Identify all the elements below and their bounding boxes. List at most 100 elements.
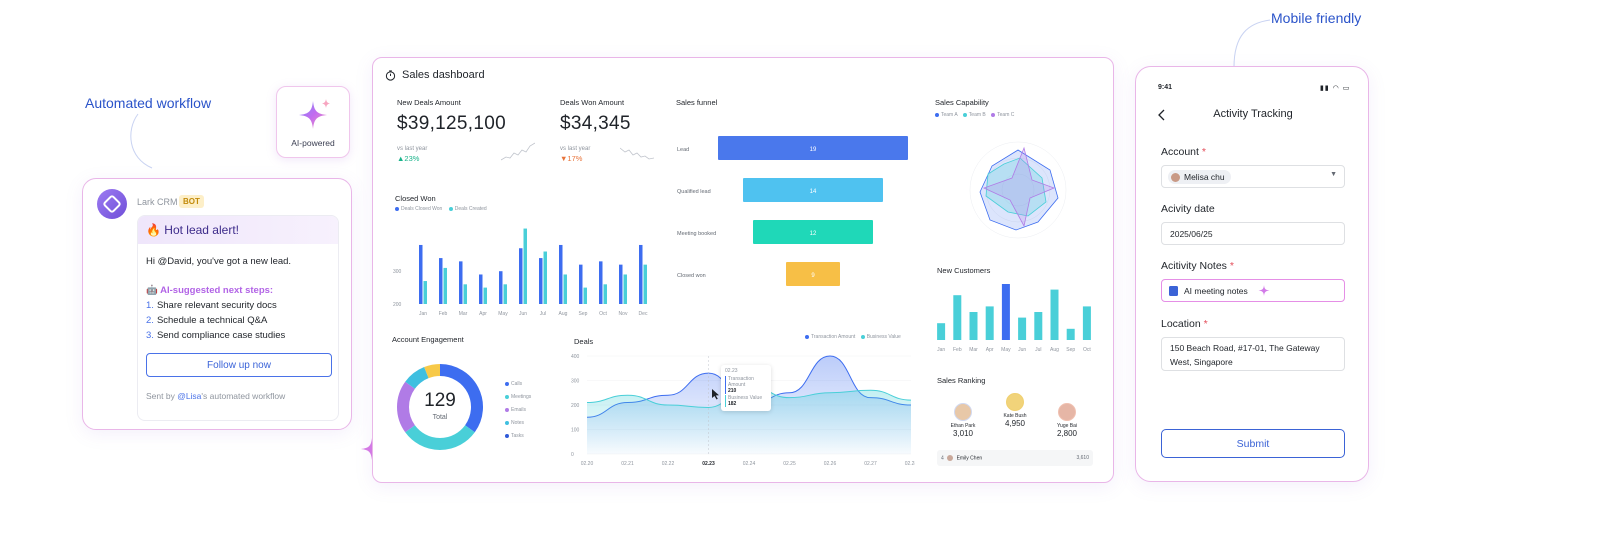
bar — [483, 287, 487, 304]
bar — [623, 274, 627, 304]
submit-button[interactable]: Submit — [1161, 429, 1345, 458]
bar — [503, 284, 507, 304]
location-field[interactable]: 150 Beach Road, #17-01, The Gateway West… — [1161, 337, 1345, 371]
avatar — [1171, 172, 1180, 182]
new-deals-label: New Deals Amount — [397, 98, 461, 107]
bar — [639, 244, 643, 304]
bar — [479, 274, 483, 304]
avatar — [1006, 393, 1024, 411]
bar — [423, 281, 427, 304]
account-engagement-donut — [397, 364, 483, 450]
data-label: 12 — [810, 231, 817, 237]
location-label: Location * — [1161, 318, 1208, 330]
category-label: Meeting booked — [677, 231, 716, 237]
follow-up-button[interactable]: Follow up now — [146, 353, 332, 377]
bar — [543, 251, 547, 304]
bar — [603, 284, 607, 304]
sparkle-icon — [1258, 285, 1270, 296]
closed-won-legend: Deals Closed Won Deals Created — [395, 206, 487, 212]
sales-funnel-chart: 19 Lead 14 Qualified lead 12 Meeting booked 9 C… — [677, 136, 908, 286]
x-tick-label: 02.25 — [783, 461, 796, 467]
bar — [559, 244, 563, 304]
bar — [539, 258, 543, 304]
lark-logo-icon — [97, 189, 127, 219]
sales-capability-legend: Team A Team B Team C — [935, 112, 1014, 118]
bar — [563, 274, 567, 304]
bar — [1001, 284, 1010, 340]
x-tick-label: 02.28 — [905, 461, 915, 467]
deals-tooltip: 02.23 Transaction Amount 210 Business Val… — [721, 365, 771, 411]
bar — [583, 287, 587, 304]
notes-field[interactable]: AI meeting notes — [1161, 279, 1345, 302]
x-tick-label: 02.20 — [581, 461, 594, 467]
engagement-total-label: Total — [432, 414, 448, 421]
x-tick-label: Jul — [1035, 347, 1041, 353]
sales-ranking-title: Sales Ranking — [937, 376, 986, 385]
x-tick-label: Mar — [459, 311, 468, 317]
ranking-row: 4 Emily Chen 3,610 — [937, 450, 1093, 466]
y-tick-label: 400 — [571, 354, 580, 360]
bar — [1082, 306, 1091, 340]
x-tick-label: 02.24 — [743, 461, 756, 467]
donut-slice — [397, 381, 416, 433]
bar — [523, 228, 527, 304]
bar — [937, 323, 946, 340]
account-chip: Melisa chu — [1168, 170, 1231, 184]
bar — [953, 295, 962, 340]
alert-title: 🔥 Hot lead alert! — [138, 216, 338, 244]
lark-bot-message-card: Lark CRM BOT 🔥 Hot lead alert! Hi @David… — [82, 178, 352, 430]
closed-won-title: Closed Won — [395, 194, 436, 203]
list-item: 1. Share relevant security docs — [146, 300, 277, 311]
bar — [599, 261, 603, 304]
donut-slice — [424, 364, 441, 379]
mobile-activity-form: 9:41 ▮▮ ◠ ▭ Activity Tracking Account * … — [1135, 66, 1369, 482]
date-field[interactable]: 2025/06/25 — [1161, 222, 1345, 245]
callout-connector-left — [130, 113, 153, 169]
bar — [643, 264, 647, 304]
x-tick-label: Oct — [1083, 347, 1091, 353]
status-icons: ▮▮ ◠ ▭ — [1320, 85, 1351, 92]
message-content: 🔥 Hot lead alert! Hi @David, you've got … — [137, 215, 339, 421]
bar — [439, 258, 443, 304]
account-label: Account * — [1161, 146, 1206, 158]
funnel-bar — [743, 178, 883, 202]
x-tick-label: Feb — [439, 311, 448, 317]
new-deals-value: $39,125,100 — [397, 113, 506, 134]
bar — [443, 267, 447, 304]
y-tick-label: 0 — [571, 452, 574, 458]
funnel-bar — [718, 136, 908, 160]
x-tick-label: Sep — [1066, 347, 1075, 353]
greeting-text: Hi @David, you've got a new lead. — [146, 256, 292, 267]
ai-powered-badge: AI-powered — [276, 86, 350, 158]
x-tick-label: 02.26 — [824, 461, 837, 467]
timer-icon — [385, 69, 396, 81]
date-label: Acivity date — [1161, 203, 1215, 215]
new-customers-title: New Customers — [937, 266, 991, 275]
new-deals-change: ▲23% — [397, 154, 420, 163]
x-tick-label: 02.23 — [702, 461, 715, 467]
x-tick-label: Dec — [639, 311, 648, 317]
avatar — [954, 403, 972, 421]
x-tick-label: Feb — [953, 347, 962, 353]
cursor-icon — [712, 389, 719, 400]
series-area — [587, 385, 911, 454]
sender-name: Lark CRM — [137, 197, 178, 207]
back-chevron-icon[interactable] — [1157, 109, 1167, 121]
engagement-legend: Calls Meetings Emails Notes Tasks — [505, 378, 531, 443]
x-tick-label: May — [498, 311, 508, 317]
bot-badge: BOT — [179, 195, 204, 208]
ai-steps-heading: 🤖 AI-suggested next steps: — [146, 285, 274, 296]
bar — [985, 306, 994, 340]
donut-slice — [439, 364, 483, 433]
bar — [1018, 317, 1027, 340]
data-label: 9 — [811, 273, 815, 279]
bar — [1050, 289, 1059, 340]
deals-title: Deals — [574, 337, 594, 346]
x-tick-label: Mar — [969, 347, 978, 353]
page-title: Activity Tracking — [1213, 108, 1293, 120]
list-item: 3. Send compliance case studies — [146, 330, 286, 341]
deals-won-change: ▼17% — [560, 154, 583, 163]
engagement-total: 129 — [424, 390, 456, 411]
account-select[interactable]: Melisa chu ▼ — [1161, 165, 1345, 188]
sparkle-icon — [299, 99, 330, 129]
